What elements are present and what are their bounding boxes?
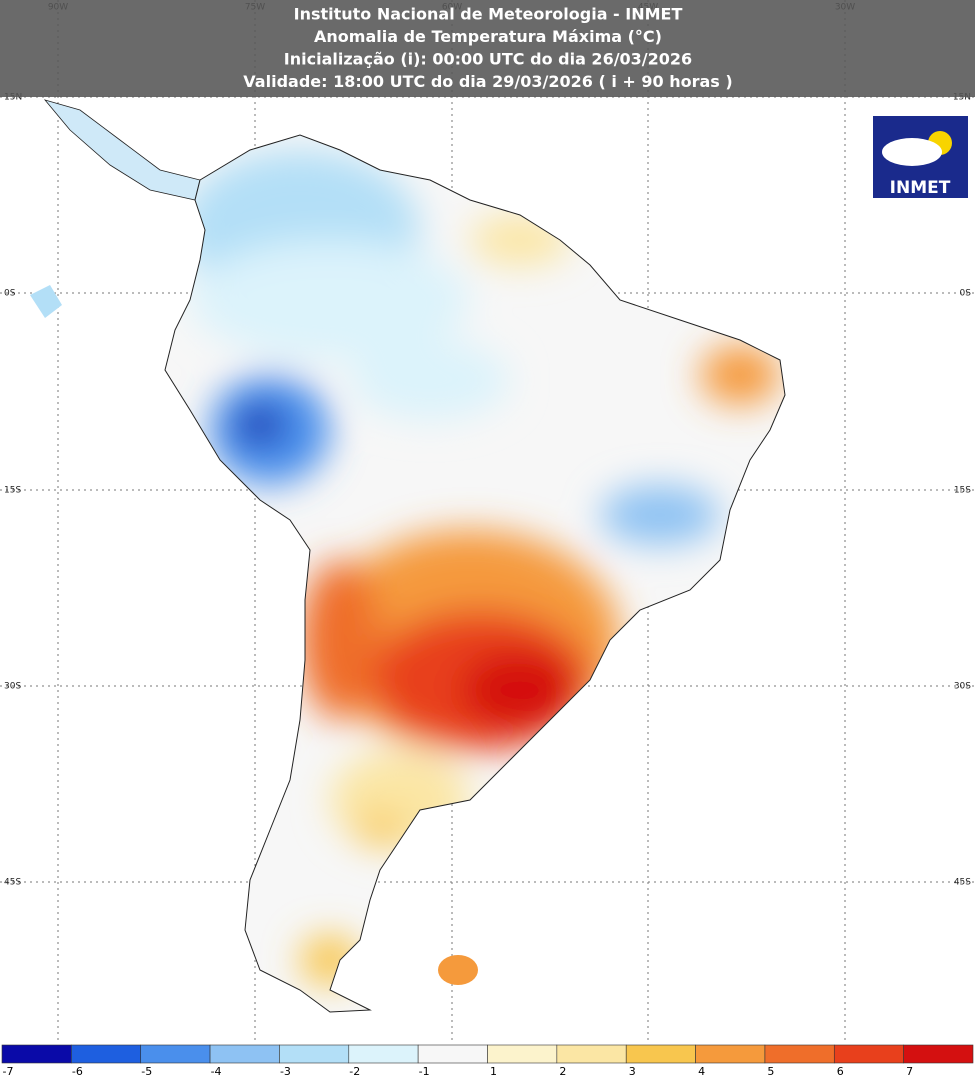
lat-label: 45S <box>954 878 971 888</box>
colorbar: -7 -6 -5 -4 -3 -2 -1 1 2 3 4 5 6 7 <box>1 1044 974 1078</box>
header-band <box>0 0 975 97</box>
lat-label: 30S <box>954 682 971 692</box>
colorbar-segment <box>71 1044 142 1064</box>
anomaly-field <box>180 150 780 985</box>
colorbar-label: 3 <box>629 1065 636 1078</box>
colorbar-segment <box>348 1044 419 1064</box>
lat-label: 0S <box>4 289 16 299</box>
logo: INMET <box>873 116 968 198</box>
colorbar-segment <box>833 1044 904 1064</box>
colorbar-label: 1 <box>490 1065 497 1078</box>
lat-label: 30S <box>4 682 21 692</box>
colorbar-segment <box>903 1044 974 1064</box>
colorbar-segment <box>487 1044 558 1064</box>
colorbar-segment <box>625 1044 696 1064</box>
logo-text: INMET <box>890 178 951 198</box>
colorbar-segment <box>209 1044 280 1064</box>
colorbar-label: -7 <box>3 1065 14 1078</box>
colorbar-segment <box>1 1044 72 1064</box>
galapagos <box>30 285 62 318</box>
colorbar-segment <box>140 1044 211 1064</box>
header-line: Instituto Nacional de Meteorologia - INM… <box>294 5 683 24</box>
colorbar-label: 2 <box>559 1065 566 1078</box>
colorbar-label: -2 <box>349 1065 360 1078</box>
colorbar-segment <box>279 1044 350 1064</box>
colorbar-label: -1 <box>419 1065 430 1078</box>
colorbar-label: -6 <box>72 1065 83 1078</box>
lat-label: 15N <box>4 93 22 103</box>
colorbar-label: 6 <box>837 1065 844 1078</box>
header-line: Inicialização (i): 00:00 UTC do dia 26/0… <box>284 50 692 69</box>
colorbar-segment <box>695 1044 766 1064</box>
colorbar-label: 7 <box>906 1065 913 1078</box>
lat-label: 15S <box>4 486 21 496</box>
falklands <box>438 955 478 985</box>
header-line: Validade: 18:00 UTC do dia 29/03/2026 ( … <box>243 72 732 91</box>
lat-label: 0S <box>960 289 972 299</box>
colorbar-label: -5 <box>141 1065 152 1078</box>
lat-label: 15S <box>954 486 971 496</box>
header-line: Anomalia de Temperatura Máxima (°C) <box>314 27 662 46</box>
lat-label: 15N <box>953 93 971 103</box>
colorbar-label: 4 <box>698 1065 705 1078</box>
colorbar-label: -4 <box>211 1065 222 1078</box>
colorbar-segment <box>417 1044 488 1064</box>
colorbar-segment <box>764 1044 835 1064</box>
colorbar-segment <box>556 1044 627 1064</box>
lat-label: 45S <box>4 878 21 888</box>
central-america <box>43 99 201 201</box>
colorbar-label: -3 <box>280 1065 291 1078</box>
colorbar-label: 5 <box>767 1065 774 1078</box>
header: Instituto Nacional de Meteorologia - INM… <box>243 5 732 92</box>
